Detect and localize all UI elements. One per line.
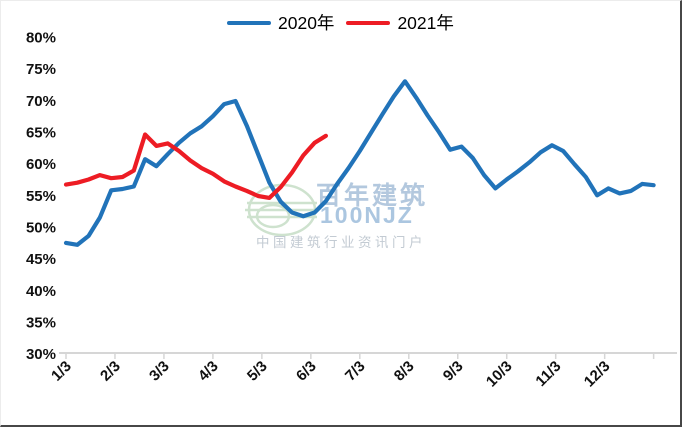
y-tick-label: 40% xyxy=(26,283,56,300)
x-tick-label: 6/3 xyxy=(293,358,320,385)
x-tick-label: 8/3 xyxy=(391,358,418,385)
x-tick-label: 7/3 xyxy=(342,358,369,385)
legend-line-2021-icon xyxy=(346,20,391,26)
y-tick-label: 50% xyxy=(26,220,56,237)
x-tick-label: 10/3 xyxy=(483,358,516,391)
legend-line-2020-icon xyxy=(227,20,271,26)
y-tick-label: 45% xyxy=(26,251,56,268)
y-tick-label: 75% xyxy=(26,61,56,78)
y-tick-label: 80% xyxy=(26,30,56,47)
legend-label-2021: 2021年 xyxy=(397,13,454,33)
legend-label-2020: 2020年 xyxy=(278,13,335,33)
watermark-brand-en: 100NJZ xyxy=(320,202,414,228)
y-tick-label: 60% xyxy=(26,156,56,173)
x-tick-label: 12/3 xyxy=(581,358,614,391)
x-tick-label: 3/3 xyxy=(146,358,173,385)
x-tick-label: 4/3 xyxy=(195,358,222,385)
y-tick-label: 65% xyxy=(26,125,56,142)
x-tick-label: 11/3 xyxy=(532,358,564,390)
x-tick-label: 5/3 xyxy=(244,358,271,385)
y-tick-label: 30% xyxy=(26,346,56,363)
y-tick-label: 55% xyxy=(26,188,56,205)
x-tick-label: 2/3 xyxy=(97,358,124,385)
x-tick-label: 9/3 xyxy=(440,358,467,385)
series-line-2021 xyxy=(63,132,328,200)
series-line-2020 xyxy=(63,79,656,247)
y-tick-label: 35% xyxy=(26,315,56,332)
chart-legend: 2020年 2021年 xyxy=(227,14,454,32)
y-tick-label: 70% xyxy=(26,93,56,110)
watermark-tagline: 中国建筑行业资讯门户 xyxy=(256,235,426,250)
